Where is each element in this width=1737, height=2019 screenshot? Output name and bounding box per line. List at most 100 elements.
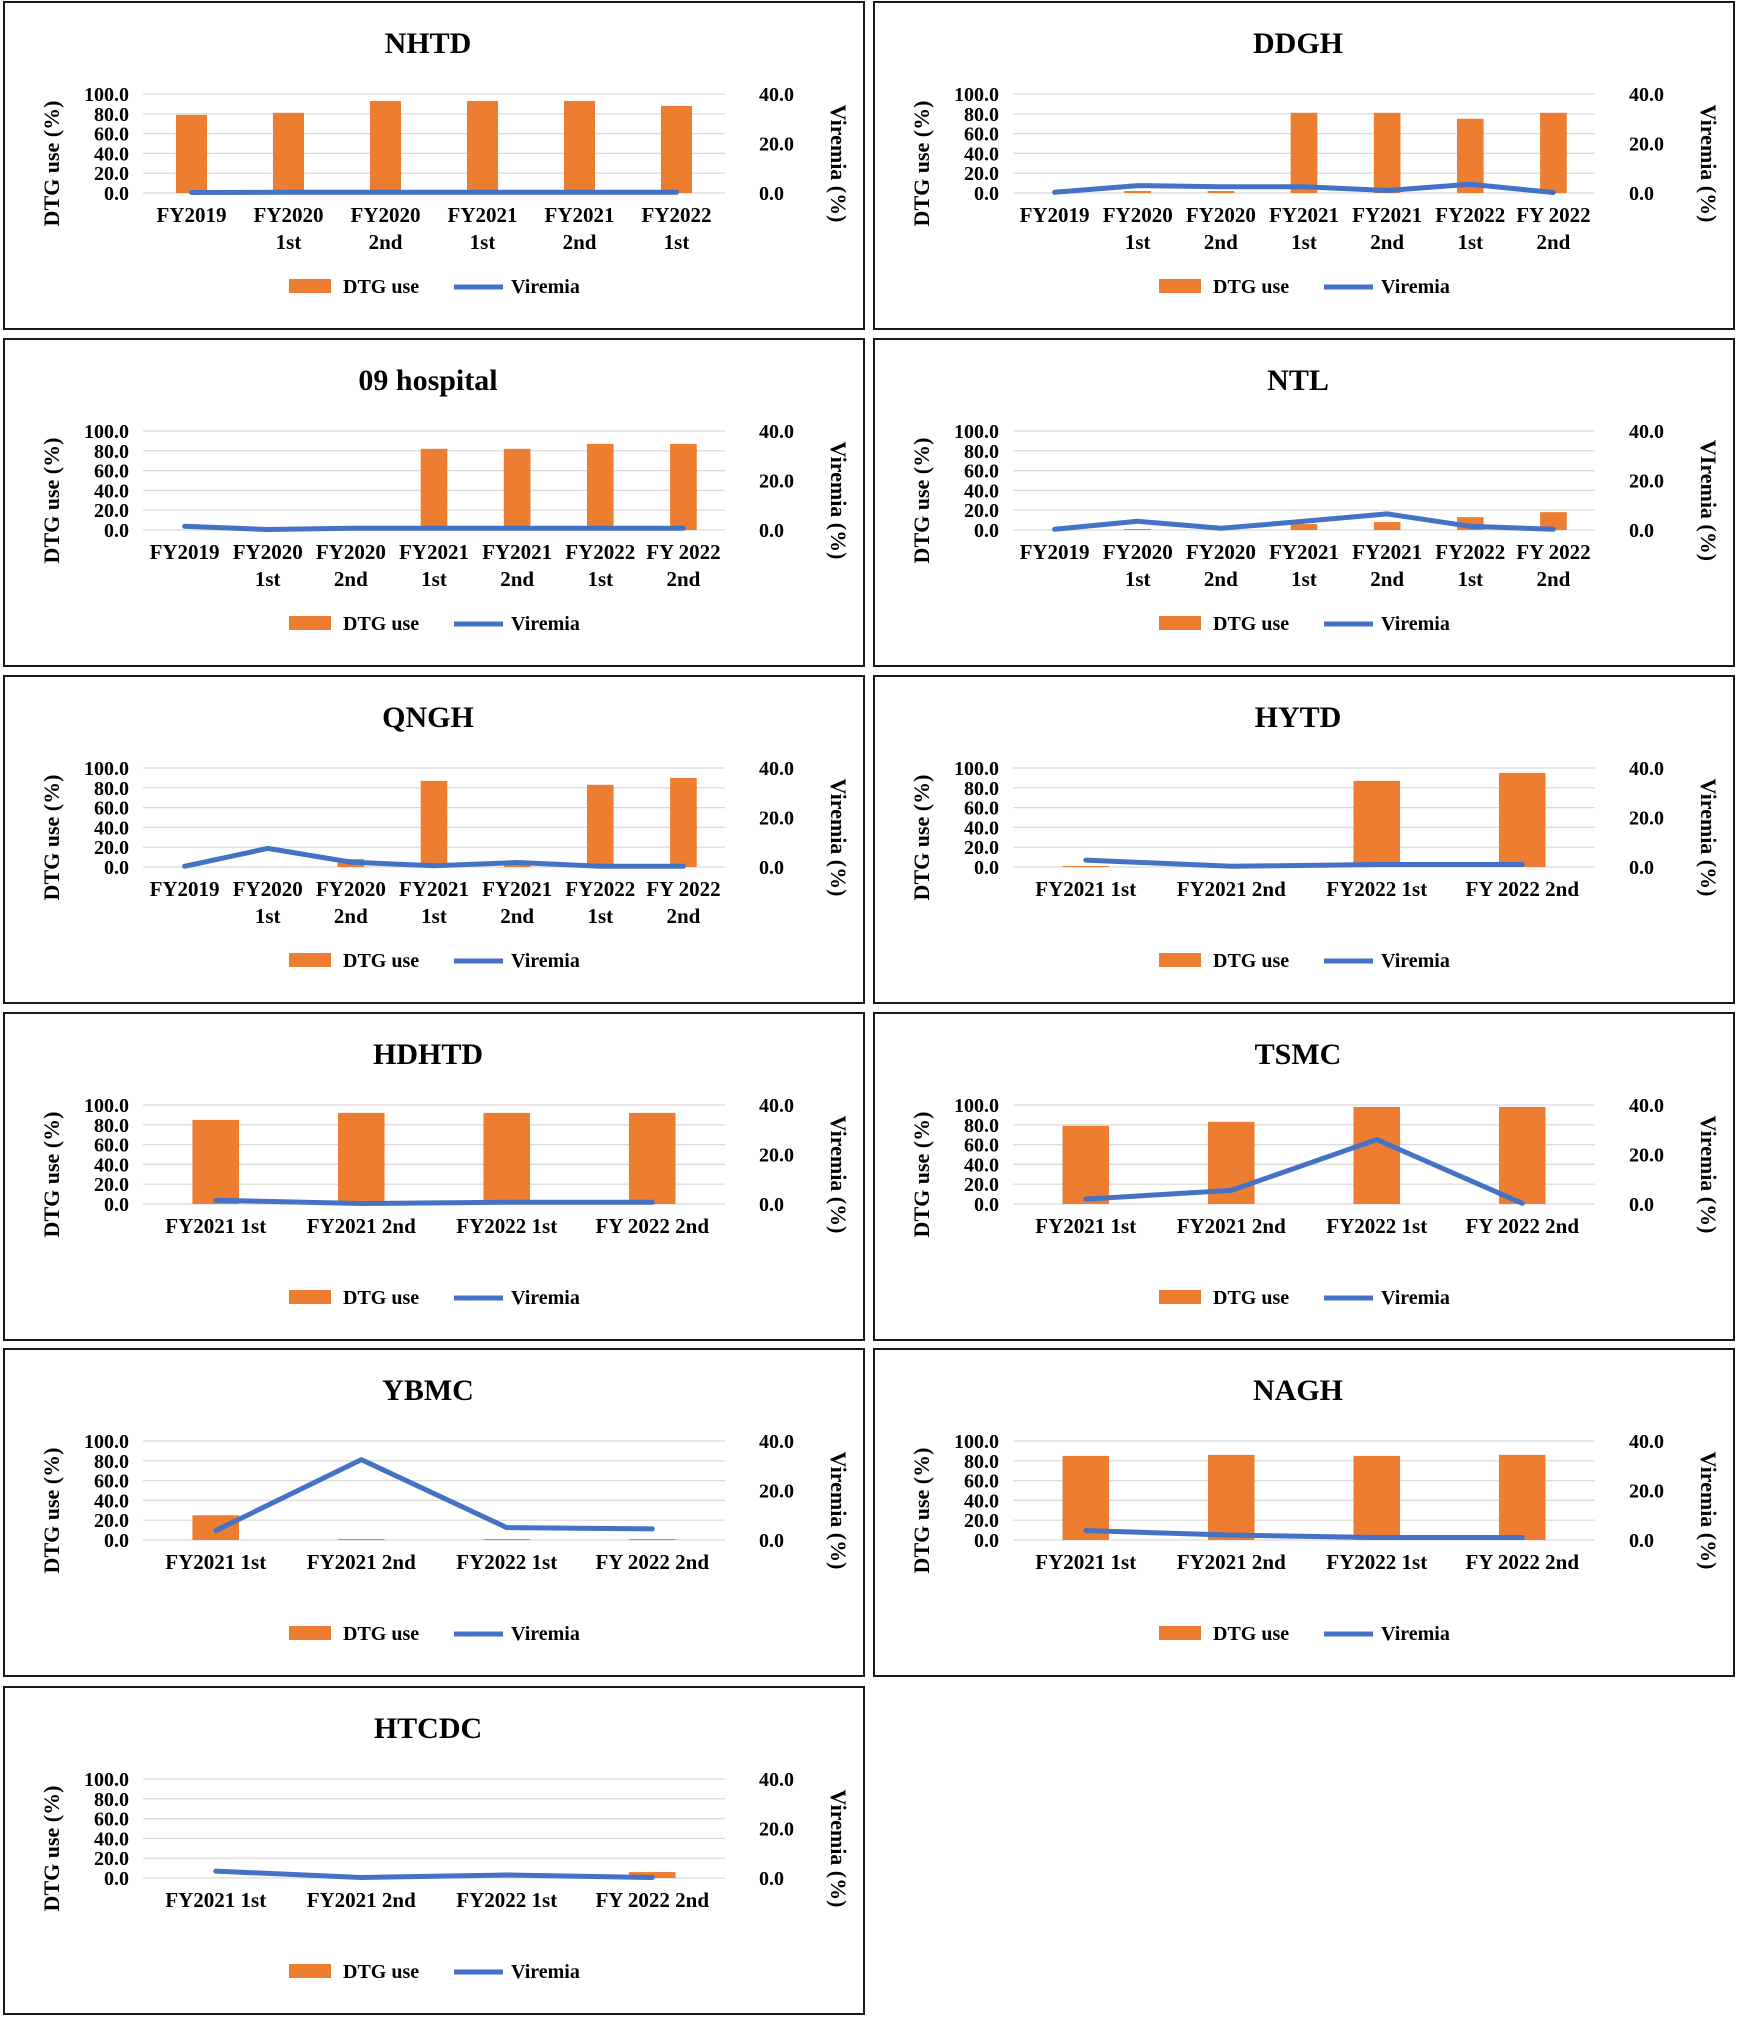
y2-tick-label: 20.0 bbox=[759, 808, 794, 830]
viremia-line bbox=[213, 1197, 655, 1206]
y-tick-label: 40.0 bbox=[964, 143, 999, 165]
y-tick-label: 40.0 bbox=[964, 480, 999, 502]
y-tick-label: 0.0 bbox=[104, 183, 129, 205]
x-tick-label: FY2022 1st bbox=[456, 1888, 557, 1912]
y2-axis-label: Viremia (%) bbox=[1696, 1452, 1721, 1570]
y-tick-label: 80.0 bbox=[964, 1115, 999, 1137]
y-tick-label: 60.0 bbox=[94, 798, 129, 820]
y2-tick-label: 0.0 bbox=[1629, 857, 1654, 879]
y-tick-label: 40.0 bbox=[964, 817, 999, 839]
y-tick-label: 100.0 bbox=[84, 758, 129, 780]
y-tick-label: 60.0 bbox=[94, 124, 129, 146]
y-tick-label: 60.0 bbox=[94, 1471, 129, 1493]
dtg-bar bbox=[628, 1539, 676, 1540]
x-tick-label: FY2021 2nd bbox=[482, 540, 552, 591]
y2-tick-label: 20.0 bbox=[759, 1481, 794, 1503]
y2-axis-label: Viremia (%) bbox=[826, 1452, 851, 1570]
chart-svg: QNGH100.080.060.040.020.00.040.020.00.0D… bbox=[39, 701, 851, 972]
y-tick-label: 80.0 bbox=[94, 778, 129, 800]
y-tick-label: 20.0 bbox=[94, 837, 129, 859]
y-tick-label: 0.0 bbox=[104, 1530, 129, 1552]
y-axis-label: DTG use (%) bbox=[39, 775, 64, 901]
x-tick-label: FY2020 1st bbox=[233, 540, 303, 591]
y2-tick-label: 40.0 bbox=[759, 1431, 794, 1453]
y-tick-label: 20.0 bbox=[94, 163, 129, 185]
chart-svg: HTCDC100.080.060.040.020.00.040.020.00.0… bbox=[39, 1712, 851, 1983]
dtg-bar bbox=[1498, 1106, 1546, 1204]
viremia-line bbox=[1083, 1528, 1525, 1540]
x-tick-label: FY2021 2nd bbox=[482, 877, 552, 928]
dtg-bar bbox=[1207, 1454, 1255, 1540]
y-tick-label: 100.0 bbox=[954, 421, 999, 443]
dtg-bar bbox=[1353, 1455, 1401, 1540]
x-tick-label: FY2019 bbox=[1020, 540, 1090, 564]
legend-label-dtg: DTG use bbox=[343, 950, 419, 972]
y-tick-label: 0.0 bbox=[974, 1194, 999, 1216]
x-tick-label: FY2020 1st bbox=[233, 877, 303, 928]
dtg-bar bbox=[1290, 524, 1318, 530]
y2-tick-label: 20.0 bbox=[759, 471, 794, 493]
y-tick-label: 0.0 bbox=[974, 1530, 999, 1552]
dtg-bar bbox=[1207, 191, 1235, 193]
x-tick-label: FY2021 1st bbox=[165, 1550, 266, 1574]
chart-svg: NHTD100.080.060.040.020.00.040.020.00.0D… bbox=[39, 27, 851, 298]
x-tick-label: FY2020 1st bbox=[1103, 540, 1173, 591]
legend-swatch-dtg bbox=[1159, 1626, 1201, 1640]
dtg-bar bbox=[670, 443, 697, 530]
dtg-bar bbox=[1062, 1125, 1110, 1204]
x-tick-label: FY2022 1st bbox=[1435, 540, 1505, 591]
chart-panel-hytd: HYTD 100.0 80.0 60.0 40.0 20.0 0.0 40.0 20.0 0.0 D… bbox=[873, 675, 1735, 1004]
y-tick-label: 80.0 bbox=[94, 441, 129, 463]
x-tick-label: FY2022 1st bbox=[565, 540, 635, 591]
x-tick-label: FY2021 2nd bbox=[1177, 1550, 1286, 1574]
legend-label-viremia: Viremia bbox=[1381, 1287, 1450, 1309]
legend-label-viremia: Viremia bbox=[511, 1287, 580, 1309]
y-tick-label: 100.0 bbox=[954, 758, 999, 780]
x-tick-label: FY2021 2nd bbox=[545, 203, 615, 254]
x-tick-label: FY2021 1st bbox=[399, 877, 469, 928]
y2-tick-label: 40.0 bbox=[1629, 758, 1664, 780]
dtg-bar bbox=[1290, 112, 1318, 193]
y2-tick-label: 0.0 bbox=[759, 1194, 784, 1216]
y-axis-label: DTG use (%) bbox=[39, 101, 64, 227]
x-tick-label: FY2021 1st bbox=[1035, 1214, 1136, 1238]
dtg-bar bbox=[1456, 118, 1484, 193]
x-tick-label: FY2019 bbox=[157, 203, 227, 227]
chart-svg: YBMC100.080.060.040.020.00.040.020.00.0D… bbox=[39, 1374, 851, 1645]
chart-title: YBMC bbox=[382, 1374, 474, 1407]
legend-label-dtg: DTG use bbox=[343, 613, 419, 635]
y-tick-label: 20.0 bbox=[964, 500, 999, 522]
y2-tick-label: 20.0 bbox=[1629, 808, 1664, 830]
y-tick-label: 40.0 bbox=[94, 817, 129, 839]
chart-svg: HYTD100.080.060.040.020.00.040.020.00.0D… bbox=[909, 701, 1721, 972]
legend: DTG use Viremia bbox=[1159, 613, 1450, 635]
dtg-bar bbox=[1373, 112, 1401, 193]
dtg-bar bbox=[1498, 1454, 1546, 1540]
dtg-bar bbox=[420, 780, 448, 867]
chart-panel-nagh: NAGH 100.0 80.0 60.0 40.0 20.0 0.0 40.0 20.0 0.0 D… bbox=[873, 1348, 1735, 1677]
y-tick-label: 20.0 bbox=[94, 1174, 129, 1196]
y2-tick-label: 20.0 bbox=[1629, 1481, 1664, 1503]
x-tick-label: FY2022 1st bbox=[456, 1214, 557, 1238]
dtg-bar bbox=[1062, 866, 1110, 867]
y2-tick-label: 40.0 bbox=[1629, 421, 1664, 443]
legend-label-dtg: DTG use bbox=[1213, 1623, 1289, 1645]
legend: DTG use Viremia bbox=[1159, 1287, 1450, 1309]
y-axis-label: DTG use (%) bbox=[39, 1448, 64, 1574]
legend-label-dtg: DTG use bbox=[1213, 613, 1289, 635]
legend-swatch-dtg bbox=[1159, 616, 1201, 630]
legend-label-dtg: DTG use bbox=[343, 276, 419, 298]
y2-tick-label: 20.0 bbox=[1629, 1145, 1664, 1167]
chart-panel-ybmc: YBMC 100.0 80.0 60.0 40.0 20.0 0.0 40.0 20.0 0.0 D… bbox=[3, 1348, 865, 1677]
y2-axis-label: VIremia (%) bbox=[1696, 440, 1721, 561]
y2-tick-label: 40.0 bbox=[759, 1095, 794, 1117]
chart-title: TSMC bbox=[1255, 1038, 1342, 1071]
dtg-bar bbox=[1540, 112, 1567, 193]
dtg-bar bbox=[503, 448, 531, 530]
y-tick-label: 60.0 bbox=[94, 461, 129, 483]
legend-swatch-dtg bbox=[289, 279, 331, 293]
y-tick-label: 60.0 bbox=[94, 1809, 129, 1831]
y2-tick-label: 20.0 bbox=[759, 1145, 794, 1167]
y2-axis-label: Viremia (%) bbox=[826, 779, 851, 897]
y-tick-label: 20.0 bbox=[964, 163, 999, 185]
